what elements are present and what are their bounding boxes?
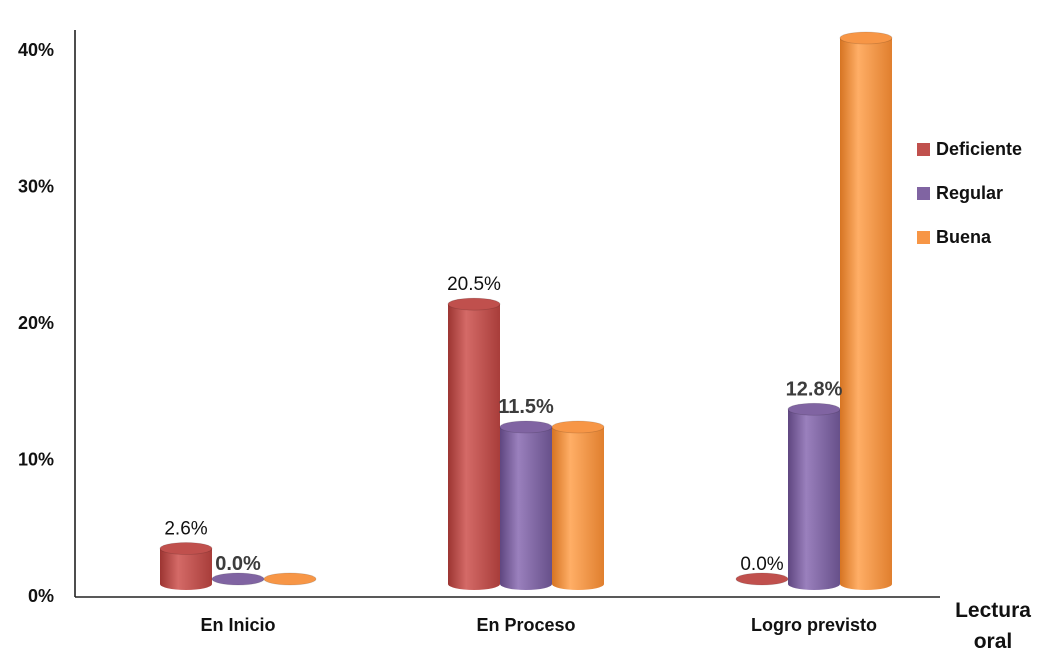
bar-body bbox=[840, 38, 892, 590]
y-tick-label: 40% bbox=[18, 40, 54, 60]
data-label: 2.6% bbox=[164, 519, 207, 540]
data-label: 20.5% bbox=[447, 274, 501, 295]
bar bbox=[159, 542, 213, 590]
legend: Deficiente Regular Buena bbox=[917, 138, 1022, 270]
bar-top bbox=[787, 402, 841, 416]
data-label: 12.8% bbox=[786, 378, 843, 400]
legend-label: Buena bbox=[936, 227, 992, 247]
axes bbox=[74, 30, 940, 598]
bar bbox=[787, 402, 841, 590]
bar bbox=[499, 420, 553, 590]
y-tick-labels: 0% 10% 20% 30% 40% bbox=[18, 40, 54, 606]
legend-item-buena: Buena bbox=[917, 226, 1022, 249]
y-tick-label: 0% bbox=[28, 586, 54, 606]
bar bbox=[839, 31, 893, 590]
legend-item-regular: Regular bbox=[917, 182, 1022, 205]
category-label: Logro previsto bbox=[751, 615, 877, 635]
y-tick-label: 10% bbox=[18, 450, 54, 470]
bar-body bbox=[788, 409, 840, 590]
category-labels: En Inicio En Proceso Logro previsto bbox=[200, 615, 877, 635]
bars bbox=[159, 31, 893, 590]
bar bbox=[447, 297, 501, 590]
bar-top bbox=[551, 420, 605, 434]
legend-item-deficiente: Deficiente bbox=[917, 138, 1022, 161]
bar bbox=[263, 572, 317, 586]
legend-label: Deficiente bbox=[936, 139, 1023, 159]
bar-top bbox=[159, 542, 213, 555]
data-label: 0.0% bbox=[740, 554, 783, 575]
bar-body bbox=[500, 427, 552, 590]
bar bbox=[551, 420, 605, 590]
y-tick-label: 30% bbox=[18, 177, 54, 197]
bar-top bbox=[839, 31, 893, 45]
bar-top bbox=[263, 572, 317, 586]
legend-swatch-deficiente bbox=[917, 143, 930, 156]
x-axis-title-line-1: Lectura bbox=[955, 599, 1031, 622]
y-tick-label: 20% bbox=[18, 313, 54, 333]
legend-label: Regular bbox=[936, 183, 1004, 203]
bar-body bbox=[160, 548, 212, 590]
category-label: En Inicio bbox=[200, 615, 275, 635]
category-label: En Proceso bbox=[476, 615, 575, 635]
bar-body bbox=[448, 304, 500, 590]
bar-top bbox=[447, 297, 501, 311]
legend-swatch-buena bbox=[917, 231, 930, 244]
bar-body bbox=[552, 427, 604, 590]
data-label: 0.0% bbox=[215, 553, 261, 575]
data-label: 11.5% bbox=[498, 396, 554, 418]
x-axis-title-line-2: oral bbox=[974, 630, 1013, 653]
legend-swatch-regular bbox=[917, 187, 930, 200]
bar-top bbox=[499, 420, 553, 434]
data-labels: 2.6% 0.0% 20.5% 11.5% 0.0% 12.8% bbox=[164, 274, 842, 575]
